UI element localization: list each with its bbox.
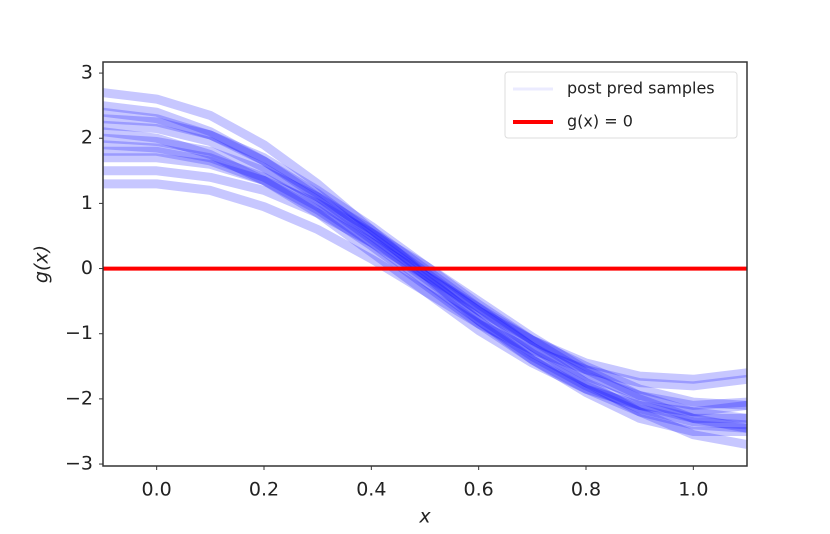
sample-line — [103, 166, 748, 410]
y-tick-label: 3 — [81, 62, 93, 84]
x-axis-label: x — [418, 506, 431, 528]
sample-line — [103, 179, 748, 391]
sample-line — [102, 114, 748, 433]
x-tick-label: 0.8 — [571, 479, 601, 501]
legend-label: g(x) = 0 — [567, 112, 633, 131]
legend-box — [504, 71, 738, 139]
x-tick-label: 1.0 — [678, 479, 708, 501]
y-tick-label: −1 — [65, 322, 93, 344]
x-tick-label: 0.2 — [249, 479, 279, 501]
y-tick-label: 1 — [81, 192, 93, 214]
x-tick-label: 0.0 — [142, 479, 172, 501]
sample-line — [102, 88, 747, 436]
x-tick-label: 0.4 — [356, 479, 386, 501]
axes-frame — [102, 61, 748, 467]
legend-label: post pred samples — [567, 79, 715, 98]
sample-line — [103, 146, 748, 433]
sample-line — [102, 107, 748, 410]
legend: post pred samples g(x) = 0 — [504, 71, 738, 139]
sample-line — [102, 140, 748, 430]
y-axis-label: g(x) — [31, 245, 53, 283]
y-tick-label: −3 — [65, 453, 93, 475]
sample-line — [102, 101, 748, 384]
plot-area — [102, 88, 748, 449]
x-tick-label: 0.6 — [464, 479, 494, 501]
y-tick-label: 0 — [81, 257, 93, 279]
sample-line — [102, 120, 747, 423]
sample-line — [102, 127, 748, 417]
y-tick-label: −2 — [65, 387, 93, 409]
y-tick-label: 2 — [81, 127, 93, 149]
sample-line — [103, 153, 748, 423]
